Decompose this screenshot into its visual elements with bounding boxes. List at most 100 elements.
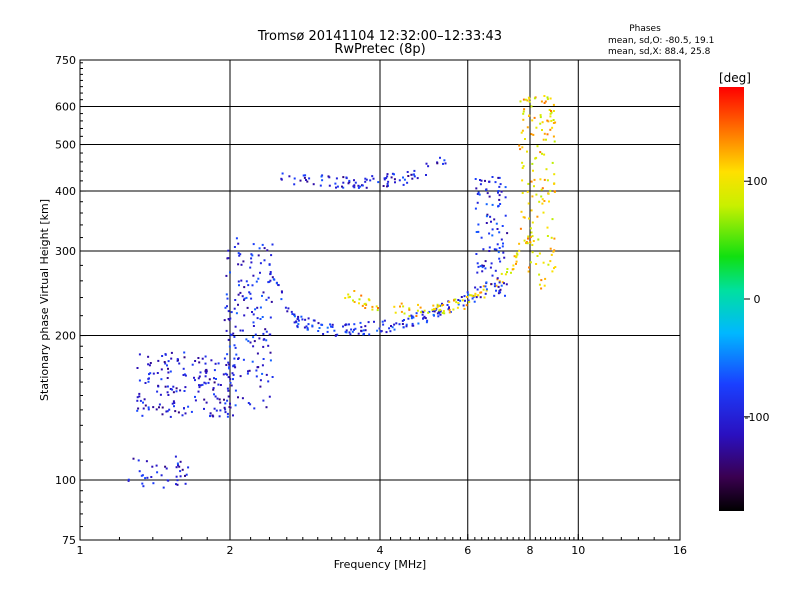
data-point [234, 346, 237, 349]
y-tick-label: 500 [55, 139, 76, 152]
data-point [544, 100, 547, 103]
data-point [136, 396, 139, 399]
data-point [553, 237, 556, 240]
data-point [247, 340, 250, 343]
data-point [234, 404, 237, 407]
data-point [177, 411, 180, 414]
data-point [515, 260, 518, 263]
data-point [265, 339, 268, 342]
data-point [224, 411, 227, 414]
data-point [393, 173, 395, 176]
data-point [226, 415, 229, 418]
data-point [256, 317, 259, 320]
data-point [491, 234, 494, 237]
data-point [175, 475, 178, 478]
data-point [485, 188, 488, 191]
data-point [467, 299, 470, 302]
data-point [546, 235, 549, 237]
data-point [230, 334, 233, 337]
data-point [478, 193, 481, 196]
data-point [183, 351, 186, 354]
data-point [459, 299, 462, 302]
data-point [265, 373, 268, 376]
data-point [357, 186, 360, 189]
data-point [246, 306, 249, 309]
data-point [175, 466, 178, 469]
data-point [391, 172, 394, 175]
data-point [411, 177, 414, 180]
data-point [191, 363, 194, 366]
data-point [270, 300, 273, 303]
data-point [553, 249, 556, 252]
data-point [485, 215, 488, 218]
data-point [328, 176, 331, 179]
data-point [541, 121, 544, 124]
data-point [457, 302, 460, 305]
data-point [247, 402, 250, 404]
data-point [484, 179, 486, 182]
data-point [549, 115, 552, 118]
data-point [222, 373, 225, 376]
data-point [540, 188, 543, 191]
data-point [229, 402, 231, 405]
x-axis-label: Frequency [MHz] [334, 558, 426, 571]
data-point [297, 317, 300, 320]
data-point [237, 280, 240, 283]
data-point [170, 357, 173, 360]
data-point [212, 415, 215, 418]
data-point [408, 307, 411, 310]
data-point [357, 332, 360, 335]
data-point [204, 362, 207, 365]
data-point [524, 98, 527, 101]
data-point [476, 288, 479, 291]
data-point [468, 300, 471, 303]
data-point [528, 114, 531, 117]
data-point [230, 384, 233, 387]
data-point [259, 262, 262, 265]
data-point [531, 162, 534, 165]
data-point [184, 374, 187, 377]
data-point [169, 388, 172, 390]
data-point [526, 99, 529, 102]
data-point [364, 180, 367, 183]
data-point [378, 327, 381, 330]
y-tick-label: 75 [62, 534, 76, 547]
data-point [259, 385, 262, 388]
data-point [484, 285, 487, 288]
data-point [269, 316, 272, 319]
data-point [360, 294, 363, 297]
data-point [164, 353, 167, 356]
data-point [538, 200, 541, 203]
data-point [498, 231, 501, 234]
data-point [179, 389, 182, 392]
data-point [132, 457, 135, 460]
data-point [174, 410, 177, 413]
data-point [241, 397, 244, 400]
data-point [419, 306, 422, 309]
data-point [262, 358, 265, 360]
colorbar-ticks: 100 0 -100 [744, 175, 769, 424]
data-point [242, 358, 245, 361]
data-point [239, 375, 242, 378]
data-point [521, 129, 524, 132]
data-point [297, 323, 300, 326]
data-point [305, 325, 308, 328]
data-point [348, 331, 351, 334]
data-point [148, 377, 150, 380]
data-point [262, 338, 265, 341]
data-point [178, 465, 181, 468]
x-tick-label: 6 [464, 544, 471, 557]
data-point [256, 352, 259, 355]
data-point [500, 190, 503, 193]
x-tick-label: 2 [227, 544, 234, 557]
data-point [439, 313, 442, 316]
data-point [219, 384, 222, 386]
data-point [479, 296, 482, 299]
data-point [167, 360, 170, 363]
data-point [194, 395, 196, 398]
data-point [197, 377, 200, 380]
data-point [386, 175, 389, 178]
data-point [408, 315, 411, 318]
data-point [529, 236, 532, 239]
data-point [163, 361, 166, 363]
